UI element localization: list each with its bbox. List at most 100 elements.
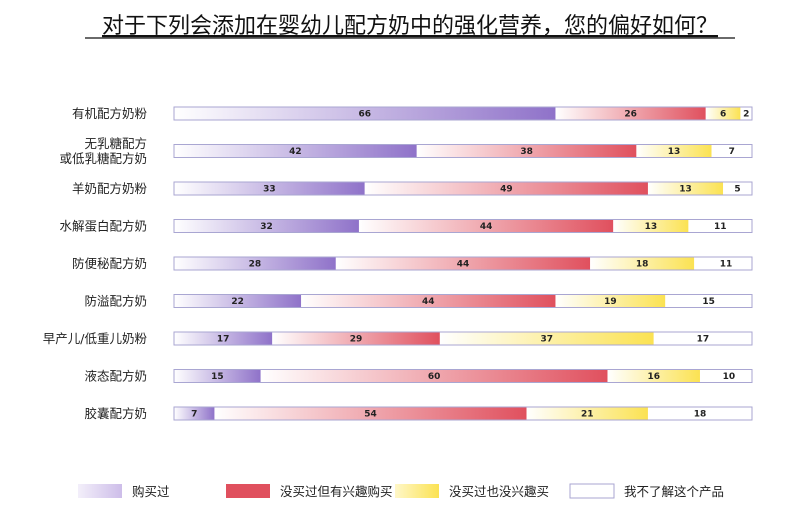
data-label: 16 xyxy=(647,372,660,382)
seg-not-interested xyxy=(607,370,700,382)
seg-not-interested xyxy=(613,220,689,232)
category-label: 无乳糖配方或低乳糖配方奶 xyxy=(59,136,147,166)
data-label: 26 xyxy=(624,110,637,120)
seg-unknown xyxy=(694,257,758,270)
category-label: 液态配方奶 xyxy=(84,369,147,384)
data-label: 18 xyxy=(694,410,707,420)
data-label: 7 xyxy=(729,147,735,157)
data-label: 7 xyxy=(191,410,197,420)
data-label: 5 xyxy=(734,185,740,195)
seg-bought xyxy=(174,182,365,195)
seg-unknown xyxy=(688,220,752,232)
data-label: 15 xyxy=(702,297,715,307)
legend-label: 没买过但有兴趣购买 xyxy=(280,484,393,499)
seg-bought xyxy=(174,295,302,307)
legend-swatch-not-interested xyxy=(395,484,439,498)
legend-swatch-interested xyxy=(226,484,270,498)
seg-not-interested xyxy=(705,107,741,120)
seg-unknown xyxy=(723,182,752,195)
chart-title: 对于下列会添加在婴幼儿配方奶中的强化营养，您的偏好如何？ xyxy=(102,14,718,39)
data-label: 10 xyxy=(723,372,736,382)
data-label: 54 xyxy=(364,410,377,420)
category-label: 水解蛋白配方奶 xyxy=(59,219,147,234)
category-label: 胶囊配方奶 xyxy=(84,406,147,421)
bar-outline xyxy=(173,369,753,383)
seg-bought xyxy=(174,220,359,232)
bar-outline xyxy=(173,331,753,346)
seg-unknown xyxy=(647,407,752,420)
seg-not-interested xyxy=(647,182,724,195)
bar-outline xyxy=(173,294,753,308)
seg-not-interested xyxy=(439,332,654,345)
data-label: 22 xyxy=(231,297,244,307)
seg-not-interested xyxy=(590,257,695,270)
seg-bought xyxy=(174,107,556,120)
category-label: 羊奶配方奶粉 xyxy=(72,181,148,196)
seg-interested xyxy=(301,295,556,307)
data-label: 44 xyxy=(457,260,470,270)
data-label: 33 xyxy=(263,185,276,195)
seg-unknown xyxy=(711,145,752,157)
seg-unknown xyxy=(740,107,752,120)
seg-not-interested xyxy=(526,407,648,420)
seg-interested xyxy=(272,332,440,345)
bar-outline xyxy=(173,106,753,121)
data-label: 19 xyxy=(604,297,617,307)
data-label: 2 xyxy=(743,110,749,120)
category-label: 防溢配方奶 xyxy=(84,294,147,309)
legend-swatch-bought xyxy=(78,484,122,498)
data-label: 21 xyxy=(581,410,594,420)
legend-swatch-unknown xyxy=(569,483,615,499)
bar-outline xyxy=(173,181,753,196)
legend: 购买过 没买过但有兴趣购买 没买过也没兴趣买 我不了解这个产品 xyxy=(78,483,724,499)
seg-interested xyxy=(260,370,608,382)
data-label: 42 xyxy=(289,147,302,157)
data-label: 29 xyxy=(350,335,363,345)
seg-interested xyxy=(364,182,648,195)
seg-not-interested xyxy=(636,145,712,157)
data-label: 32 xyxy=(260,222,273,232)
data-label: 15 xyxy=(211,372,224,382)
legend-label: 没买过也没兴趣买 xyxy=(449,484,549,499)
data-label: 44 xyxy=(480,222,493,232)
bar-outline xyxy=(173,219,753,233)
data-label: 11 xyxy=(720,260,733,270)
data-label: 6 xyxy=(720,110,726,120)
data-label: 49 xyxy=(500,185,513,195)
seg-interested xyxy=(358,220,614,232)
seg-bought xyxy=(174,257,336,270)
data-label: 44 xyxy=(422,297,435,307)
seg-interested xyxy=(214,407,527,420)
seg-bought xyxy=(174,332,273,345)
data-label: 13 xyxy=(668,147,681,157)
data-label: 38 xyxy=(520,147,533,157)
data-label: 17 xyxy=(697,335,710,345)
category-label: 早产儿/低重儿奶粉 xyxy=(43,331,148,346)
bars-group: 有机配方奶粉 66 26 6 2 无乳糖配方或低乳糖配方奶 42 38 13 7 羊奶配方奶粉 33 4… xyxy=(43,106,758,421)
data-label: 11 xyxy=(714,222,727,232)
data-label: 60 xyxy=(428,372,441,382)
seg-interested xyxy=(335,257,591,270)
data-label: 37 xyxy=(541,335,554,345)
data-label: 13 xyxy=(645,222,658,232)
legend-label: 我不了解这个产品 xyxy=(624,484,724,499)
seg-interested xyxy=(555,107,706,120)
bar-outline xyxy=(173,144,753,158)
data-label: 13 xyxy=(679,185,692,195)
seg-not-interested xyxy=(555,295,666,307)
category-label: 有机配方奶粉 xyxy=(72,106,148,121)
category-label: 防便秘配方奶 xyxy=(72,256,147,271)
data-label: 17 xyxy=(217,335,230,345)
data-label: 18 xyxy=(636,260,649,270)
legend-label: 购买过 xyxy=(132,484,170,499)
seg-interested xyxy=(416,145,637,157)
seg-unknown xyxy=(653,332,752,345)
bar-outline xyxy=(173,256,753,271)
seg-bought xyxy=(174,145,417,157)
seg-bought xyxy=(174,370,261,382)
seg-bought xyxy=(174,407,215,420)
bar-outline xyxy=(173,406,753,421)
seg-unknown xyxy=(665,295,752,307)
seg-unknown xyxy=(699,370,758,382)
